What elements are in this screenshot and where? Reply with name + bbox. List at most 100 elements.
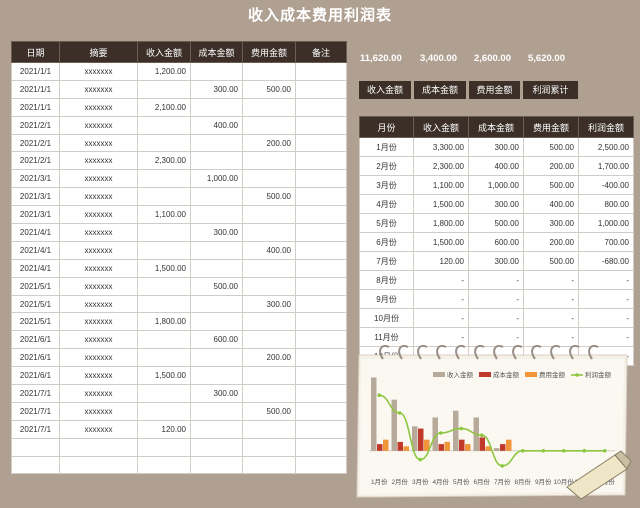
ledger-cell[interactable] [242, 366, 296, 386]
ledger-cell[interactable]: 400.00 [242, 240, 296, 260]
ledger-cell[interactable]: xxxxxxx [59, 348, 138, 368]
ledger-cell[interactable] [295, 187, 347, 207]
ledger-cell[interactable]: xxxxxxx [59, 419, 138, 439]
summary-cell[interactable]: - [578, 308, 634, 328]
ledger-cell[interactable] [295, 79, 347, 99]
ledger-cell[interactable]: 2021/2/1 [11, 151, 60, 171]
summary-cell[interactable]: 1,800.00 [413, 213, 469, 233]
ledger-cell[interactable] [11, 455, 60, 475]
income-button[interactable]: 收入金额 [359, 81, 411, 99]
ledger-cell[interactable]: 2021/7/1 [11, 384, 60, 403]
summary-cell[interactable]: 300.00 [468, 194, 524, 214]
ledger-cell[interactable]: 500.00 [242, 187, 296, 207]
ledger-cell[interactable] [295, 276, 347, 296]
ledger-cell[interactable]: 500.00 [242, 79, 296, 99]
summary-cell[interactable]: 10月份 [359, 308, 414, 328]
ledger-cell[interactable] [295, 151, 347, 171]
ledger-cell[interactable]: 2021/3/1 [11, 169, 60, 189]
summary-cell[interactable]: -400.00 [578, 175, 634, 195]
summary-cell[interactable]: 1,000.00 [578, 213, 634, 233]
ledger-cell[interactable] [242, 205, 296, 225]
summary-cell[interactable]: 500.00 [468, 213, 524, 233]
ledger-cell[interactable]: 2021/7/1 [11, 401, 60, 421]
ledger-cell[interactable]: xxxxxxx [59, 115, 138, 135]
ledger-cell[interactable] [242, 384, 296, 403]
ledger-cell[interactable]: 2021/6/1 [11, 330, 60, 350]
summary-cell[interactable]: 500.00 [523, 175, 579, 195]
summary-cell[interactable]: 3,300.00 [413, 137, 469, 157]
ledger-cell[interactable]: 1,000.00 [190, 169, 243, 189]
ledger-cell[interactable] [137, 240, 191, 260]
ledger-cell[interactable]: xxxxxxx [59, 258, 138, 278]
ledger-cell[interactable] [242, 223, 296, 242]
ledger-cell[interactable] [190, 151, 243, 171]
summary-cell[interactable]: 600.00 [468, 232, 524, 252]
ledger-cell[interactable] [59, 455, 138, 475]
ledger-cell[interactable]: xxxxxxx [59, 205, 138, 225]
ledger-cell[interactable]: 1,200.00 [137, 62, 191, 81]
summary-cell[interactable]: 1,000.00 [468, 175, 524, 195]
summary-cell[interactable]: - [523, 327, 579, 347]
ledger-cell[interactable] [295, 401, 347, 421]
ledger-cell[interactable]: 2021/4/1 [11, 223, 60, 242]
ledger-cell[interactable] [295, 384, 347, 403]
ledger-cell[interactable]: 300.00 [242, 294, 296, 314]
ledger-cell[interactable] [137, 455, 191, 475]
summary-cell[interactable]: 2,500.00 [578, 137, 634, 157]
summary-cell[interactable]: 2,300.00 [413, 156, 469, 176]
ledger-cell[interactable] [137, 294, 191, 314]
ledger-cell[interactable]: 2021/1/1 [11, 62, 60, 81]
summary-cell[interactable]: - [413, 289, 469, 309]
ledger-cell[interactable]: 1,100.00 [137, 205, 191, 225]
ledger-cell[interactable] [190, 419, 243, 439]
summary-cell[interactable]: 1,500.00 [413, 232, 469, 252]
summary-cell[interactable]: - [413, 270, 469, 290]
ledger-cell[interactable]: 2021/4/1 [11, 258, 60, 278]
ledger-cell[interactable] [295, 115, 347, 135]
summary-cell[interactable]: - [523, 289, 579, 309]
summary-cell[interactable]: 300.00 [468, 251, 524, 271]
ledger-cell[interactable] [295, 169, 347, 189]
ledger-cell[interactable]: xxxxxxx [59, 187, 138, 207]
summary-cell[interactable]: 4月份 [359, 194, 414, 214]
ledger-cell[interactable] [242, 419, 296, 439]
ledger-cell[interactable]: 500.00 [242, 401, 296, 421]
ledger-cell[interactable] [295, 240, 347, 260]
ledger-cell[interactable]: 2,100.00 [137, 97, 191, 117]
summary-cell[interactable]: - [578, 289, 634, 309]
summary-cell[interactable]: 400.00 [523, 194, 579, 214]
summary-cell[interactable]: 1月份 [359, 137, 414, 157]
ledger-cell[interactable] [137, 223, 191, 242]
ledger-cell[interactable] [190, 240, 243, 260]
ledger-cell[interactable] [137, 401, 191, 421]
ledger-cell[interactable] [190, 133, 243, 153]
ledger-cell[interactable] [295, 419, 347, 439]
ledger-cell[interactable]: xxxxxxx [59, 223, 138, 242]
summary-cell[interactable]: 400.00 [468, 156, 524, 176]
ledger-cell[interactable]: 2021/5/1 [11, 276, 60, 296]
ledger-cell[interactable]: 200.00 [242, 348, 296, 368]
ledger-cell[interactable] [190, 348, 243, 368]
ledger-cell[interactable] [295, 437, 347, 457]
ledger-cell[interactable]: 400.00 [190, 115, 243, 135]
summary-cell[interactable]: 300.00 [468, 137, 524, 157]
ledger-cell[interactable]: 300.00 [190, 384, 243, 403]
ledger-cell[interactable]: 2,300.00 [137, 151, 191, 171]
ledger-cell[interactable]: 2021/4/1 [11, 240, 60, 260]
ledger-cell[interactable] [137, 330, 191, 350]
summary-cell[interactable]: 6月份 [359, 232, 414, 252]
ledger-cell[interactable] [295, 294, 347, 314]
ledger-cell[interactable]: 2021/5/1 [11, 312, 60, 332]
summary-cell[interactable]: - [468, 289, 524, 309]
summary-cell[interactable]: - [413, 327, 469, 347]
ledger-cell[interactable] [190, 258, 243, 278]
ledger-cell[interactable] [242, 258, 296, 278]
summary-cell[interactable]: 8月份 [359, 270, 414, 290]
ledger-cell[interactable]: 2021/1/1 [11, 79, 60, 99]
summary-cell[interactable]: - [523, 270, 579, 290]
ledger-cell[interactable] [295, 312, 347, 332]
ledger-cell[interactable]: 2021/2/1 [11, 115, 60, 135]
summary-cell[interactable]: 1,100.00 [413, 175, 469, 195]
ledger-cell[interactable] [295, 97, 347, 117]
ledger-cell[interactable] [295, 223, 347, 242]
